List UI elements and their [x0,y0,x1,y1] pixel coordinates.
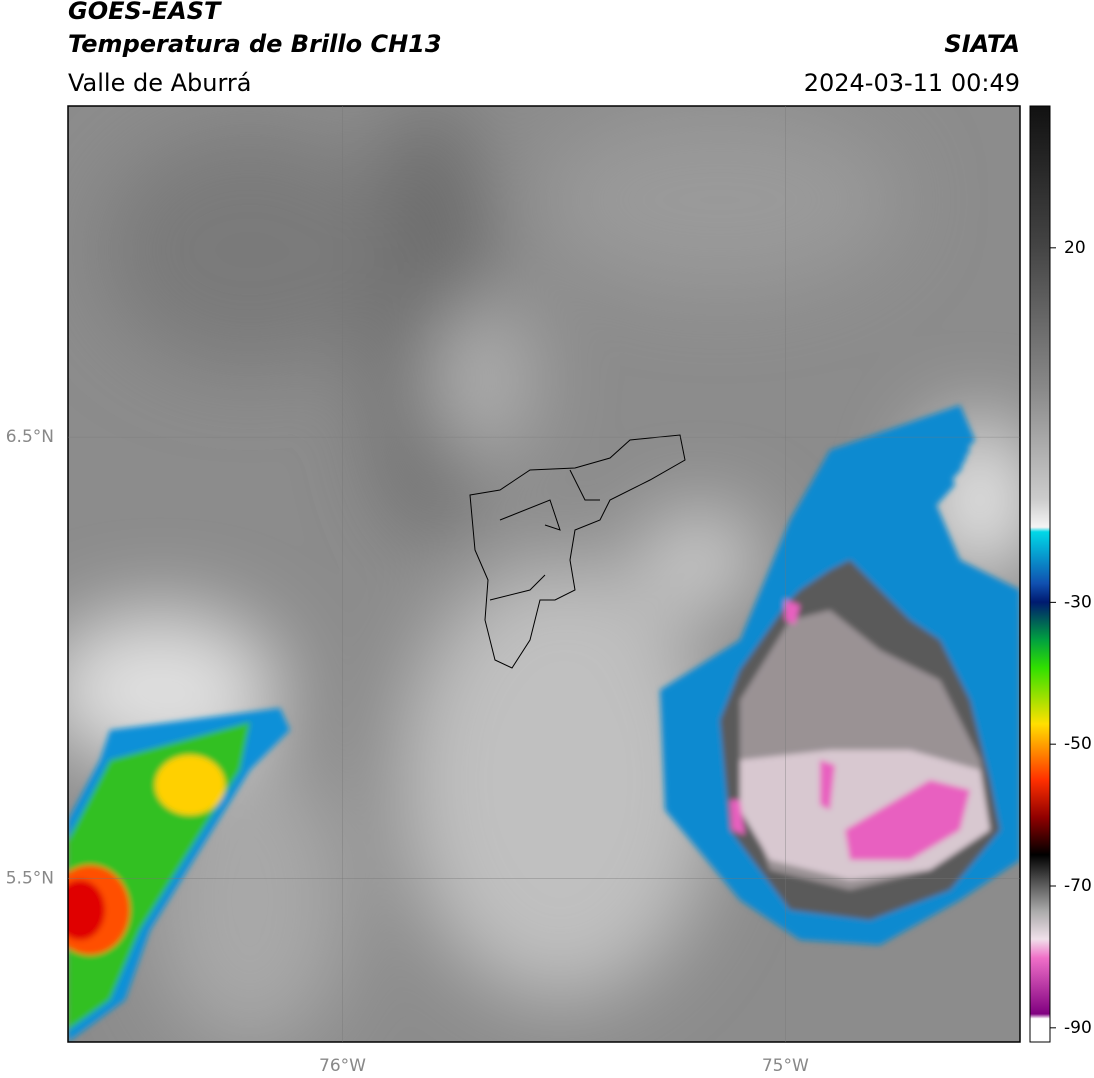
x-tick-label: 76°W [319,1056,366,1076]
agency-name: SIATA [944,30,1020,58]
colorbar-tick-label: -90 [1064,1018,1092,1038]
product-name: Temperatura de Brillo CH13 [68,30,442,58]
colorbar-tick-label: -50 [1064,734,1092,754]
colorbar-tick-label: -70 [1064,876,1092,896]
satellite-image [68,106,1020,1042]
colorbar-tick-label: -30 [1064,592,1092,612]
y-tick-label: 5.5°N [6,869,54,889]
region-name: Valle de Aburrá [68,69,252,97]
colorbar-tick-label: 20 [1064,238,1086,258]
datetime: 2024-03-11 00:49 [804,69,1020,97]
y-tick-label: 6.5°N [6,427,54,447]
map-frame [67,105,1021,1043]
colorbar [1029,105,1051,1043]
satellite-name: GOES-EAST [68,0,222,25]
x-tick-label: 75°W [762,1056,809,1076]
